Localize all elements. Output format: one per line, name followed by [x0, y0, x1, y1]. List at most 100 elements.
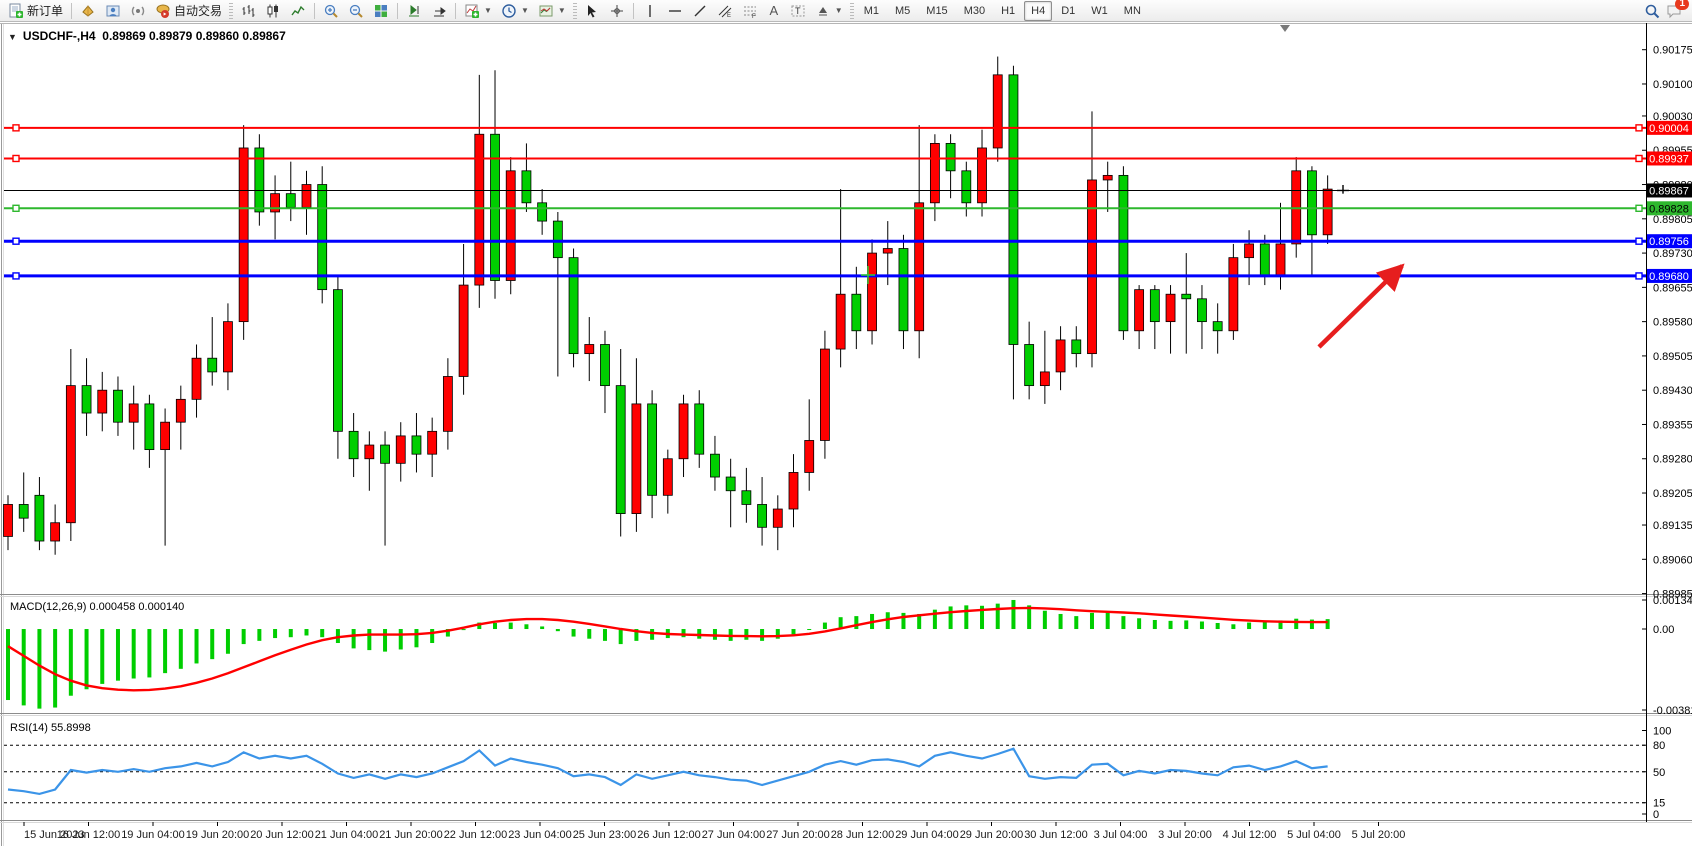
line-handle[interactable] [12, 204, 20, 212]
fibonacci-button[interactable]: F [738, 1, 762, 21]
line-chart-icon [291, 5, 305, 15]
vertical-line-icon [649, 4, 651, 17]
text-label-icon: T [791, 5, 805, 16]
templates-button[interactable]: ▼ [534, 1, 570, 21]
time-tick-label: 23 Jun 04:00 [508, 829, 572, 841]
price-badge: 0.89937 [1647, 151, 1692, 166]
vertical-line-button[interactable] [638, 1, 662, 21]
time-tick-label: 21 Jun 20:00 [379, 829, 443, 841]
timeframe-button-d1[interactable]: D1 [1061, 4, 1076, 17]
chart-menu-triangle-icon[interactable]: ▼ [8, 32, 17, 42]
profiles-button[interactable] [101, 1, 125, 21]
svg-text:0.89680: 0.89680 [1649, 271, 1689, 283]
time-tick-label: 27 Jun 04:00 [702, 829, 766, 841]
line-handle[interactable] [1635, 237, 1643, 245]
time-tick-label: 15 Jun 2023 [24, 829, 85, 841]
price-badge: 0.89828 [1647, 201, 1692, 216]
line-handle[interactable] [1635, 124, 1643, 132]
clock-icon [502, 3, 516, 18]
lime-cross-marker[interactable] [861, 266, 875, 284]
timeframe-button-m15[interactable]: M15 [926, 4, 948, 17]
svg-text:0.90004: 0.90004 [1649, 123, 1689, 135]
line-handle[interactable] [12, 272, 20, 280]
periods-button[interactable]: ▼ [497, 1, 533, 21]
template-icon [539, 5, 553, 16]
chat-button[interactable]: 1 [1666, 0, 1689, 19]
cursor-button[interactable] [580, 1, 604, 21]
svg-text:0.89937: 0.89937 [1649, 153, 1689, 165]
candlestick-icon [267, 4, 279, 17]
time-tick-label: 19 Jun 20:00 [186, 829, 250, 841]
channel-button[interactable]: E [713, 1, 737, 21]
line-handle[interactable] [1635, 272, 1643, 280]
new-order-button[interactable]: 新订单 [4, 1, 67, 21]
tile-windows-button[interactable] [369, 1, 393, 21]
price-tick: 0.90030 [1653, 111, 1692, 123]
price-tick: 0.88985 [1653, 589, 1692, 601]
arrow-objects-icon [818, 6, 827, 15]
horizontal-line-button[interactable] [663, 1, 687, 21]
horizontal-lines-layer[interactable] [4, 124, 1646, 280]
zoom-out-button[interactable] [344, 1, 368, 21]
auto-scroll-button[interactable] [427, 1, 451, 21]
rsi-line [7, 747, 1328, 796]
price-badge: 0.89756 [1647, 234, 1692, 249]
chart-shift-marker[interactable] [1280, 25, 1290, 32]
zoom-in-button[interactable] [319, 1, 343, 21]
line-chart-button[interactable] [286, 1, 310, 21]
timeframe-button-w1[interactable]: W1 [1091, 4, 1108, 17]
styles-button[interactable] [76, 1, 100, 21]
timeframe-button-h4[interactable]: H4 [1024, 0, 1053, 21]
chart-symbol-period: USDCHF-,H4 [22, 29, 96, 43]
timeframe-button-h1[interactable]: H1 [1001, 4, 1016, 17]
line-handle[interactable] [1635, 154, 1643, 163]
price-tick: 0.89205 [1653, 488, 1692, 500]
autotrading-icon [156, 4, 170, 18]
fibonacci-icon: F [743, 6, 756, 19]
price-tick: 0.89430 [1653, 385, 1692, 397]
cursor-icon [587, 4, 596, 17]
annotations-layer[interactable] [861, 25, 1405, 349]
bar-chart-button[interactable] [236, 1, 260, 21]
time-tick-label: 22 Jun 12:00 [444, 829, 508, 841]
scroll-to-end-button[interactable] [402, 1, 426, 21]
timeframe-toolbar: M1 M5 M15 M30 H1 H4 D1 W1 MN [857, 0, 1148, 21]
time-tick-label: 25 Jun 23:00 [573, 829, 637, 841]
timeframe-button-mn[interactable]: MN [1123, 4, 1141, 17]
line-handle[interactable] [1635, 204, 1643, 212]
line-handle[interactable] [12, 154, 20, 163]
chart-title[interactable]: ▼ USDCHF-,H4 0.89869 0.89879 0.89860 0.89… [8, 29, 286, 43]
arrows-button[interactable]: ▼ [811, 1, 847, 21]
line-handle[interactable] [12, 124, 20, 132]
trendline-button[interactable] [688, 1, 712, 21]
text-label-button[interactable]: T [786, 1, 810, 21]
rsi-100-label: 100 [1653, 726, 1671, 738]
toolbar-grip[interactable] [849, 2, 854, 19]
macd-signal-line [7, 606, 1328, 692]
toolbar-grip[interactable] [229, 2, 234, 19]
time-tick-label: 30 Jun 12:00 [1024, 829, 1088, 841]
autotrading-button[interactable]: 自动交易 [151, 1, 226, 21]
timeframe-button-m30[interactable]: M30 [963, 4, 986, 17]
line-handle[interactable] [12, 237, 20, 245]
toolbar-grip[interactable] [572, 2, 577, 19]
crosshair-button[interactable] [605, 1, 629, 21]
rsi-80-label: 80 [1653, 740, 1665, 752]
main-toolbar: 新订单 自动交易 ▼ ▼ ▼ E F A T ▼ [0, 0, 1692, 22]
red-trend-arrow[interactable] [1317, 263, 1405, 349]
indicators-button[interactable]: ▼ [460, 1, 496, 21]
crosshair-icon [610, 4, 623, 17]
search-icon[interactable] [1644, 3, 1660, 19]
signals-button[interactable] [126, 1, 150, 21]
candlestick-button[interactable] [261, 1, 285, 21]
timeframe-button-m5[interactable]: M5 [895, 4, 911, 17]
text-button[interactable]: A [763, 1, 785, 21]
svg-text:F: F [752, 14, 756, 19]
timeframe-button-m1[interactable]: M1 [863, 4, 879, 17]
svg-text:E: E [727, 13, 731, 19]
macd-panel [6, 599, 1330, 709]
autotrading-label: 自动交易 [174, 4, 223, 18]
